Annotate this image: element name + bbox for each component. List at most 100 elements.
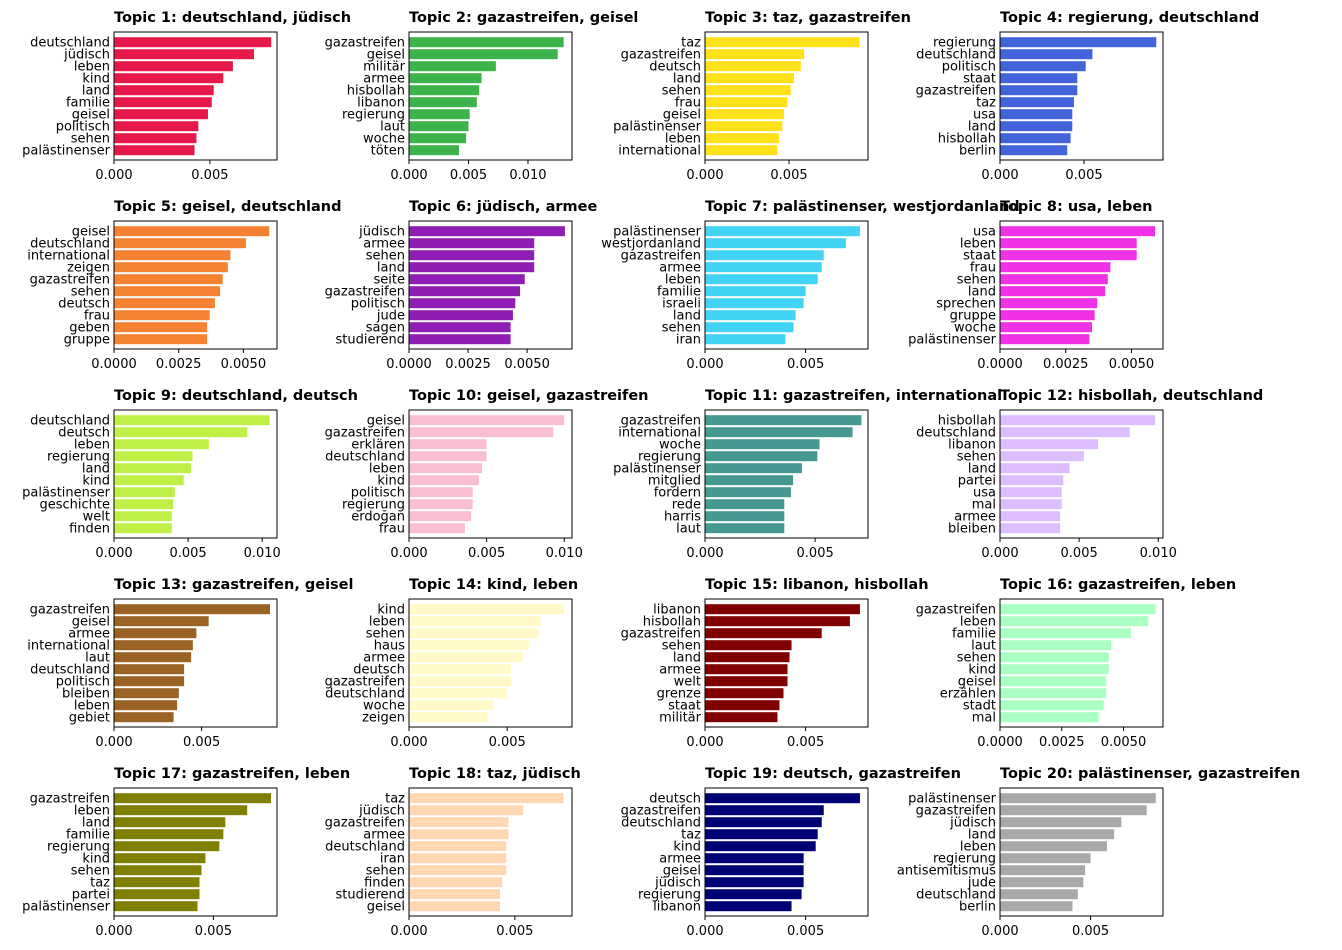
bar [1000,61,1086,72]
category-label: laut [971,639,996,654]
category-label: sehen [71,864,110,879]
bar [705,712,778,723]
bar [409,310,513,321]
category-label: libanon [653,900,701,915]
category-label: jude [376,309,405,324]
bar [409,274,525,285]
category-label: politisch [351,297,405,312]
x-tick-label: 0.000 [390,924,427,939]
category-label: geisel [663,108,701,123]
bar [705,334,786,345]
category-label: laut [380,120,405,135]
category-label: geisel [72,108,110,123]
axes-frame [113,31,278,161]
topic-11-subplot: Topic 11: gazastreifen, international gaz… [613,388,1002,561]
bar [114,415,270,426]
bar [409,49,558,60]
bar [1000,451,1084,462]
x-tick-label: 0.005 [183,735,220,750]
bar [114,133,197,144]
bar [1000,841,1107,852]
category-label: sehen [957,273,996,288]
bar [1000,628,1131,639]
bar [705,298,804,309]
bar [409,712,488,723]
category-label: deutschland [621,816,701,831]
category-label: deutsch [649,792,701,807]
bar [1000,475,1064,486]
x-tick-label: 0.010 [546,546,583,561]
bar [409,37,564,48]
category-label: gruppe [950,309,996,324]
category-label: leben [665,132,701,147]
category-label: mal [972,711,996,726]
bar [114,688,179,699]
category-label: gazastreifen [621,48,701,63]
category-label: iran [676,333,701,348]
category-label: land [673,309,701,324]
category-label: studierend [335,333,405,348]
x-tick-label: 0.000 [390,735,427,750]
topic-17-subplot: Topic 17: gazastreifen, leben gazastreife… [22,766,350,939]
category-label: bleiben [948,522,996,537]
category-label: gazastreifen [916,603,996,618]
bar [1000,274,1108,285]
category-label: kind [377,474,405,489]
category-label: politisch [351,486,405,501]
category-label: frau [84,309,110,324]
category-label: haus [374,639,405,654]
category-label: gazastreifen [325,426,405,441]
bar [705,664,788,675]
bar [409,322,511,333]
bar [114,274,223,285]
category-label: laut [676,522,701,537]
bar [409,700,494,711]
bar [114,145,195,156]
bar [1000,487,1062,498]
category-label: kind [82,474,110,489]
category-label: sehen [71,285,110,300]
bar [114,310,210,321]
x-tick-label: 0.010 [1140,546,1177,561]
bar [409,427,554,438]
category-label: deutschland [325,687,405,702]
category-label: palästinenser [613,120,702,135]
bar [1000,334,1090,345]
bar [409,97,477,108]
category-label: palästinenser [22,900,111,915]
category-label: sehen [662,639,701,654]
bar [1000,49,1093,60]
category-label: regierung [933,852,996,867]
bar [114,109,208,120]
bar [409,463,482,474]
category-label: palästinenser [613,225,702,240]
subplot-title: Topic 5: geisel, deutschland [114,199,342,215]
category-label: familie [66,96,110,111]
category-label: armee [659,261,701,276]
topic-1-subplot: Topic 1: deutschland, jüdisch deutschland… [22,10,351,183]
axes-frame [999,31,1164,161]
category-label: jüdisch [63,48,110,63]
topic-3-subplot: Topic 3: taz, gazastreifen tazgazastreife… [613,10,911,183]
bar [114,73,224,84]
category-label: geisel [72,615,110,630]
subplot-title: Topic 12: hisbollah, deutschland [1000,388,1263,404]
category-label: westjordanland [601,237,701,252]
bar [409,145,459,156]
bar [114,793,272,804]
bar [114,676,185,687]
category-label: geisel [367,48,405,63]
bar [114,85,214,96]
bar [114,817,226,828]
bar [409,121,469,132]
bar [114,901,198,912]
category-label: deutschland [325,450,405,465]
bar [1000,865,1086,876]
bar [1000,616,1149,627]
category-label: welt [83,510,110,525]
subplot-title: Topic 19: deutsch, gazastreifen [705,766,961,782]
x-tick-label: 0.0050 [1109,357,1155,372]
category-label: gruppe [64,333,110,348]
category-label: sehen [71,132,110,147]
bar [1000,262,1111,273]
